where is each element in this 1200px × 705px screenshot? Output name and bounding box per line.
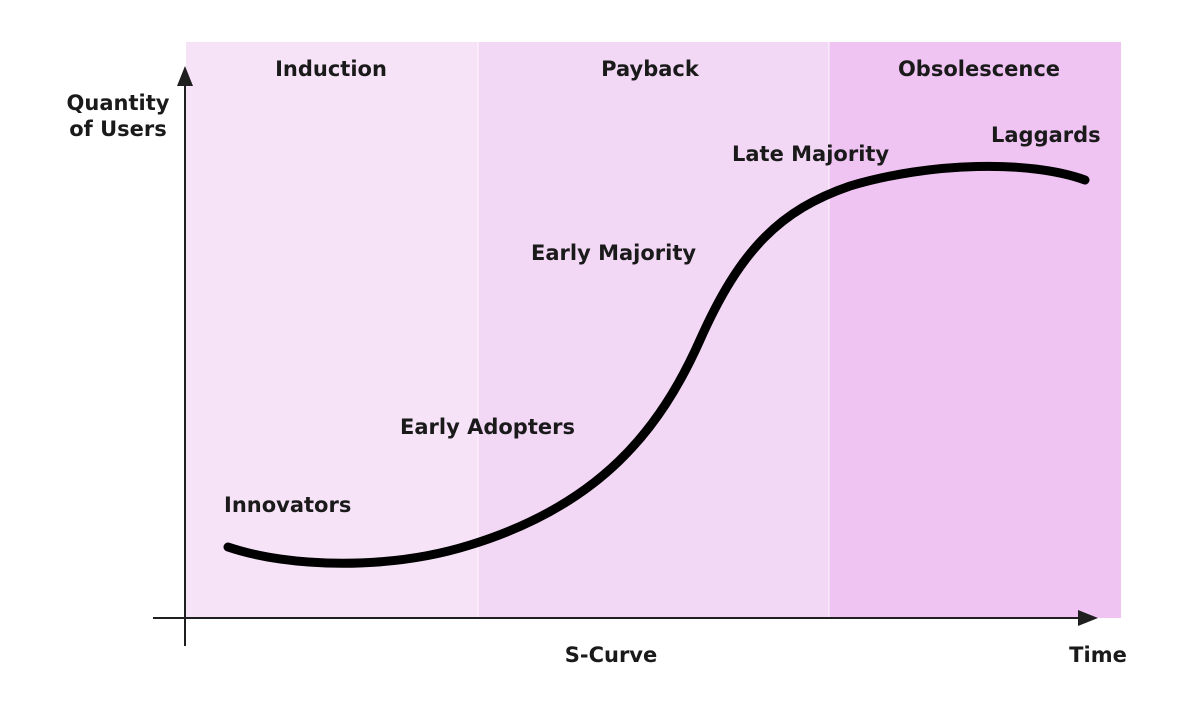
x-axis-arrowhead <box>1078 610 1098 626</box>
y-axis-label-line2: of Users <box>69 117 167 141</box>
s-curve-line <box>223 161 1090 568</box>
phase-label-obsolescence: Obsolescence <box>898 57 1060 81</box>
phase-band-induction <box>186 42 478 618</box>
stage-label-late-majority: Late Majority <box>732 142 889 166</box>
stage-label-early-majority: Early Majority <box>531 241 696 265</box>
y-axis-label-line1: Quantity <box>67 91 170 115</box>
phase-label-payback: Payback <box>601 57 700 81</box>
x-axis-label: Time <box>1069 643 1127 667</box>
y-axis-arrowhead <box>177 66 193 86</box>
phase-band-payback <box>478 42 829 618</box>
stage-label-early-adopters: Early Adopters <box>400 415 575 439</box>
stage-label-laggards: Laggards <box>991 123 1101 147</box>
phase-band-obsolescence <box>829 42 1121 618</box>
stage-label-innovators: Innovators <box>224 493 351 517</box>
diagram-caption: S-Curve <box>565 643 658 667</box>
phase-label-induction: Induction <box>275 57 387 81</box>
